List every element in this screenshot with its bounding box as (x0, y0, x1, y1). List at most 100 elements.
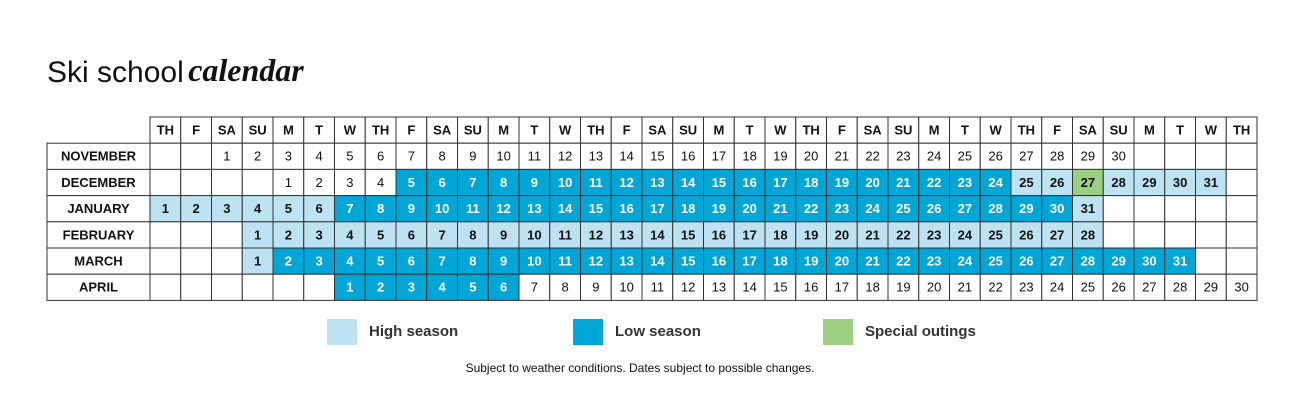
day-cell (949, 168, 981, 197)
day-number: 8 (439, 149, 446, 164)
day-number: 1 (162, 201, 169, 216)
day-cell (949, 273, 981, 301)
day-number: 15 (773, 280, 787, 295)
header-cell (610, 116, 643, 144)
day-cell (426, 273, 458, 301)
day-number: 18 (681, 201, 695, 216)
day-cell (826, 247, 858, 275)
day-number: 3 (285, 149, 292, 164)
day-number: 24 (927, 149, 941, 164)
weekday: W (1205, 123, 1218, 138)
day-number: 26 (927, 201, 941, 216)
day-number: 27 (1050, 227, 1064, 242)
day-number: 22 (896, 227, 910, 242)
weekday: T (315, 123, 323, 138)
day-number: 2 (316, 175, 323, 190)
day-number: 27 (958, 201, 972, 216)
day-number: 23 (927, 227, 941, 242)
day-number: 6 (316, 201, 323, 216)
weekday: W (989, 123, 1002, 138)
day-cell (272, 221, 305, 249)
day-number: 21 (958, 280, 972, 295)
day-number: 7 (408, 149, 415, 164)
weekday: M (1144, 123, 1155, 138)
month-name: APRIL (79, 280, 118, 295)
day-number: 13 (712, 280, 726, 295)
weekday: SA (1079, 123, 1098, 138)
day-number: 1 (254, 227, 261, 242)
day-cell (487, 273, 520, 301)
day-number: 4 (346, 254, 354, 269)
day-number: 7 (439, 254, 446, 269)
day-cell (211, 247, 243, 275)
day-cell (518, 221, 551, 249)
day-number: 17 (835, 280, 849, 295)
day-number: 28 (1111, 175, 1125, 190)
day-number: 31 (1081, 201, 1095, 216)
day-number: 16 (681, 149, 695, 164)
month-cell (46, 142, 151, 170)
day-number: 26 (1111, 280, 1125, 295)
day-cell (549, 221, 581, 249)
day-cell (641, 168, 674, 197)
day-cell (549, 142, 581, 170)
day-cell (580, 247, 612, 275)
day-cell (1195, 168, 1227, 197)
day-cell (364, 168, 397, 197)
legend-label: Special outings (865, 323, 976, 340)
day-cell (457, 168, 489, 197)
day-number: 24 (1050, 280, 1064, 295)
day-number: 21 (865, 227, 879, 242)
day-number: 29 (1204, 280, 1218, 295)
day-number: 16 (742, 175, 756, 190)
day-number: 30 (1111, 149, 1125, 164)
day-cell (211, 195, 243, 223)
weekday: TH (587, 123, 604, 138)
day-cell (549, 168, 581, 197)
day-number: 22 (896, 254, 910, 269)
day-number: 12 (496, 201, 510, 216)
day-cell (426, 221, 458, 249)
weekday: SA (648, 123, 667, 138)
weekday: W (344, 123, 357, 138)
weekday: T (1176, 123, 1184, 138)
day-cell (733, 195, 766, 223)
day-cell (1225, 273, 1258, 301)
weekday: F (407, 123, 415, 138)
day-number: 11 (528, 149, 542, 164)
day-cell (856, 168, 889, 197)
day-number: 11 (651, 280, 665, 295)
day-cell (979, 195, 1012, 223)
day-cell (149, 168, 182, 197)
day-number: 5 (285, 201, 292, 216)
weekday: W (559, 123, 572, 138)
day-cell (1195, 195, 1227, 223)
day-number: 15 (650, 149, 664, 164)
day-number: 25 (988, 254, 1002, 269)
day-cell (949, 195, 981, 223)
day-cell (1102, 273, 1135, 301)
day-number: 23 (1019, 280, 1033, 295)
day-number: 30 (1234, 280, 1248, 295)
day-number: 7 (346, 201, 353, 216)
day-number: 26 (1019, 227, 1033, 242)
day-number: 11 (558, 254, 572, 269)
day-number: 9 (408, 201, 415, 216)
day-number: 21 (896, 175, 910, 190)
day-number: 28 (1081, 227, 1095, 242)
day-number: 4 (377, 175, 384, 190)
day-cell (487, 195, 520, 223)
day-number: 28 (1173, 280, 1187, 295)
day-number: 7 (439, 227, 446, 242)
weekday: SA (433, 123, 452, 138)
day-number: 29 (1081, 149, 1095, 164)
day-number: 17 (742, 227, 756, 242)
day-number: 7 (469, 175, 476, 190)
day-cell (764, 195, 797, 223)
day-number: 17 (773, 175, 787, 190)
day-number: 6 (439, 175, 446, 190)
day-cell (426, 247, 458, 275)
title-emphasis: calendar (188, 52, 304, 88)
month-cell (46, 168, 151, 197)
day-cell (1195, 142, 1227, 170)
